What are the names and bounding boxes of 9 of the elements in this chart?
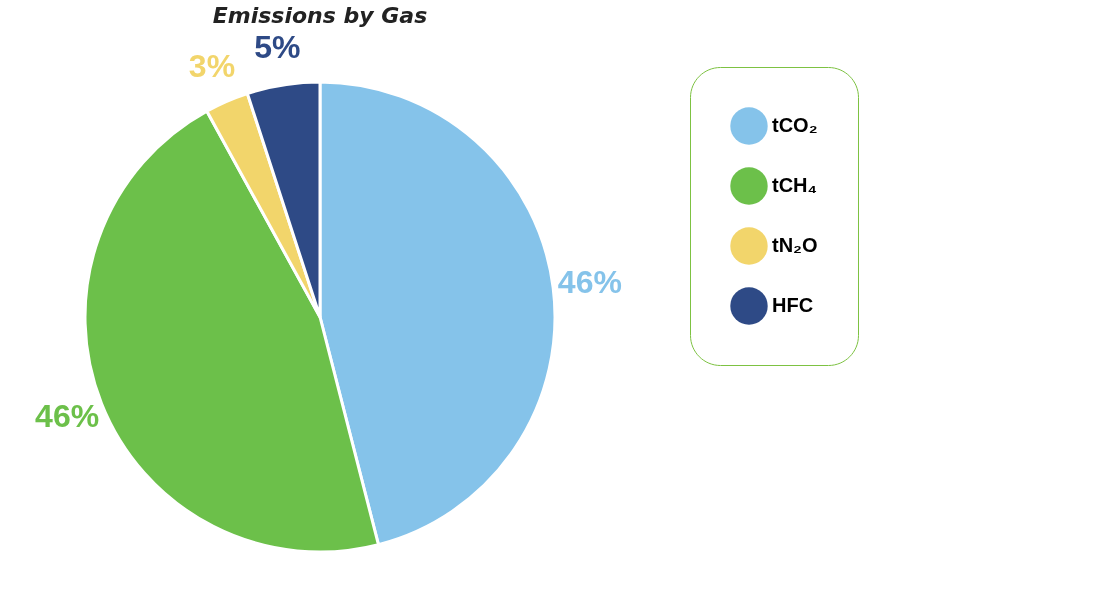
data-label: 46% (35, 398, 100, 435)
data-label: 3% (188, 48, 236, 85)
legend-label: HFC (772, 294, 814, 316)
chart-title: Emissions by Gas (212, 3, 428, 29)
legend-label: tCO₂ (772, 114, 818, 136)
data-label: 46% (557, 263, 622, 300)
data-label: 5% (254, 29, 301, 66)
legend-label: tCH₄ (772, 174, 818, 196)
legend-label: tN₂O (772, 234, 818, 256)
